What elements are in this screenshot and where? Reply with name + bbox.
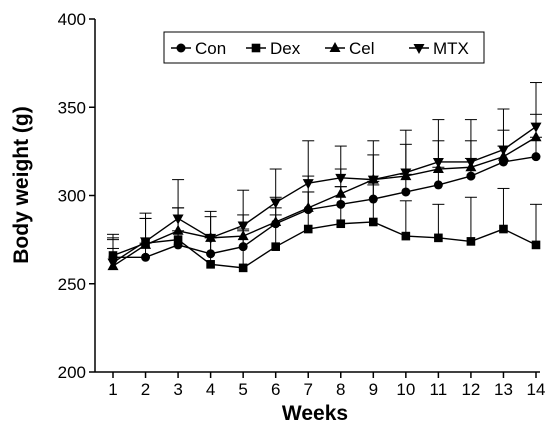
legend-con-marker	[176, 43, 186, 53]
con-data-point	[531, 152, 541, 162]
x-tick-label: 13	[494, 380, 513, 399]
x-tick-label: 6	[271, 380, 280, 399]
mtx-data-point	[237, 221, 249, 232]
mtx-data-point	[140, 237, 152, 248]
cel-data-point	[302, 201, 314, 212]
cel-data-point	[270, 215, 282, 226]
dex-data-point	[466, 237, 476, 246]
x-tick-label: 4	[206, 380, 215, 399]
dex-series-line	[112, 221, 537, 269]
cel-series-line	[112, 136, 537, 267]
con-series-line	[113, 155, 537, 258]
mtx-data-point	[530, 122, 542, 133]
cel-data-point	[497, 150, 509, 161]
cel-data-point	[172, 224, 184, 235]
x-tick-label: 10	[396, 380, 415, 399]
y-tick-label: 250	[58, 275, 86, 294]
con-data-point	[466, 171, 476, 181]
cel-data-point	[237, 230, 249, 241]
x-axis-title: Weeks	[282, 402, 348, 425]
dex-data-point	[206, 260, 215, 269]
legend: Con Dex Cel MTX	[163, 31, 485, 64]
mtx-data-point	[497, 145, 509, 156]
dex-data-point	[271, 242, 280, 251]
cel-data-point	[335, 187, 347, 198]
mtx-data-point	[367, 175, 379, 186]
legend-cel-marker	[329, 42, 341, 52]
legend-cel-label: Cel	[349, 39, 375, 58]
mtx-data-point	[107, 258, 119, 269]
x-tick-label: 8	[336, 380, 345, 399]
con-data-point	[141, 252, 151, 262]
cel-data-point	[432, 163, 444, 174]
dex-data-point	[303, 224, 313, 234]
series-markers	[107, 122, 542, 273]
mtx-data-point	[400, 168, 412, 179]
legend-dex-label: Dex	[270, 39, 301, 58]
con-data-point	[336, 199, 346, 209]
y-tick-label: 200	[58, 363, 86, 382]
legend-mtx-label: MTX	[433, 39, 469, 58]
con-data-point	[401, 187, 411, 197]
dex-data-point	[238, 263, 248, 273]
dex-data-point	[401, 231, 411, 241]
mtx-data-point	[335, 173, 347, 184]
dex-data-point	[434, 233, 443, 243]
mtx-data-point	[302, 179, 314, 190]
cel-data-point	[530, 131, 542, 142]
x-tick-label: 11	[430, 380, 448, 399]
dex-data-point	[173, 235, 183, 244]
con-data-point	[238, 242, 248, 252]
dex-data-point	[369, 217, 378, 227]
con-data-point	[206, 249, 216, 259]
y-axis-title: Body weight (g)	[10, 106, 33, 263]
mtx-data-point	[205, 233, 217, 244]
con-data-point	[433, 180, 443, 190]
mtx-series-line	[112, 126, 537, 264]
y-tick-label: 300	[58, 187, 86, 206]
x-tick-label: 3	[173, 380, 182, 399]
dex-data-point	[108, 251, 118, 260]
mtx-data-point	[465, 157, 477, 168]
x-tick-label: 12	[461, 380, 480, 399]
dex-data-point	[499, 224, 508, 234]
series-lines	[112, 126, 537, 269]
x-tick-label: 9	[369, 380, 378, 399]
mtx-data-point	[172, 214, 184, 225]
x-tick-label: 14	[527, 380, 546, 399]
legend-con-label: Con	[195, 39, 226, 58]
y-tick-label: 350	[58, 98, 86, 117]
x-tick-label: 5	[238, 380, 247, 399]
x-tick-label: 7	[303, 380, 312, 399]
con-data-point	[368, 194, 378, 204]
y-tick-label: 400	[58, 10, 86, 29]
legend-mtx-marker	[413, 44, 425, 54]
mtx-data-point	[432, 157, 444, 168]
x-tick-label: 2	[141, 380, 150, 399]
legend-dex-marker	[251, 43, 261, 53]
x-tick-label: 1	[108, 380, 117, 399]
legend-box	[163, 31, 485, 64]
dex-data-point	[336, 219, 346, 229]
dex-data-point	[531, 240, 541, 250]
mtx-data-point	[270, 198, 282, 209]
